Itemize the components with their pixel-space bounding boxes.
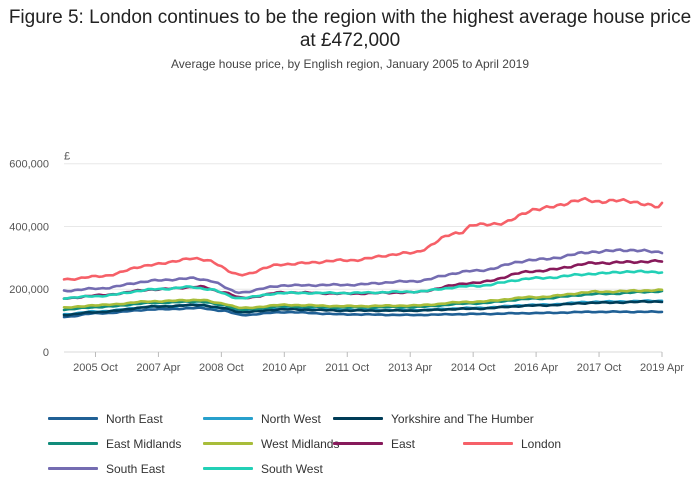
legend-swatch	[203, 467, 253, 470]
legend-label: North West	[261, 411, 321, 426]
y-tick-label: 200,000	[9, 284, 49, 296]
legend-swatch	[333, 442, 383, 445]
series-line-london[interactable]	[62, 196, 664, 281]
y-axis-unit-label: £	[64, 151, 70, 163]
legend-item[interactable]: South West	[203, 462, 323, 476]
chart-subtitle: Average house price, by English region, …	[170, 57, 529, 71]
legend: North East North West Yorkshire and The Hu…	[48, 406, 688, 481]
x-tick-label: 2008 Oct	[199, 362, 244, 374]
legend-item[interactable]: London	[463, 437, 561, 451]
x-tick-label: 2019 Apr	[640, 362, 684, 374]
legend-label: Yorkshire and The Humber	[391, 411, 534, 426]
series-line-yorkshire-and-the-humber[interactable]	[62, 300, 664, 317]
legend-swatch	[463, 442, 513, 445]
legend-swatch	[48, 442, 98, 445]
legend-item[interactable]: North West	[203, 412, 321, 426]
series-lines	[62, 196, 664, 319]
legend-swatch	[203, 442, 253, 445]
series-line-north-east[interactable]	[62, 306, 664, 319]
series-line-south-west[interactable]	[62, 269, 664, 300]
legend-item[interactable]: West Midlands	[203, 437, 339, 451]
x-tick-label: 2010 Apr	[262, 362, 306, 374]
legend-label: East	[391, 436, 416, 451]
x-tick-label: 2016 Apr	[514, 362, 558, 374]
legend-swatch	[333, 417, 383, 420]
legend-item[interactable]: East Midlands	[48, 437, 181, 451]
y-tick-label: 0	[43, 347, 49, 359]
series-line-west-midlands[interactable]	[62, 288, 664, 310]
x-tick-label: 2007 Apr	[136, 362, 180, 374]
legend-item[interactable]: East	[333, 437, 415, 451]
axes: 0 200,000 400,000 600,000 £2005 Oct 2007 Apr 2…	[9, 151, 684, 374]
legend-swatch	[48, 467, 98, 470]
legend-label: London	[521, 436, 562, 451]
legend-item[interactable]: North East	[48, 412, 163, 426]
y-tick-label: 600,000	[9, 159, 49, 171]
legend-swatch	[203, 417, 253, 420]
legend-swatch	[48, 417, 98, 420]
legend-label: South West	[261, 461, 323, 476]
series-line-south-east[interactable]	[62, 248, 664, 295]
x-tick-label: 2014 Oct	[451, 362, 496, 374]
x-tick-label: 2005 Oct	[73, 362, 118, 374]
legend-label: South East	[106, 461, 165, 476]
x-tick-label: 2011 Oct	[325, 362, 369, 374]
legend-label: North East	[106, 411, 163, 426]
x-tick-label: 2017 Oct	[577, 362, 622, 374]
legend-label: East Midlands	[106, 436, 182, 451]
legend-item[interactable]: Yorkshire and The Humber	[333, 412, 534, 426]
legend-item[interactable]: South East	[48, 462, 165, 476]
y-tick-label: 400,000	[9, 221, 49, 233]
chart-title: Figure 5: London continues to be the reg…	[8, 7, 692, 51]
line-chart: 0 200,000 400,000 600,000 £2005 Oct 2007 Apr 2…	[9, 151, 684, 374]
x-tick-label: 2013 Apr	[388, 362, 432, 374]
legend-label: West Midlands	[261, 436, 340, 451]
